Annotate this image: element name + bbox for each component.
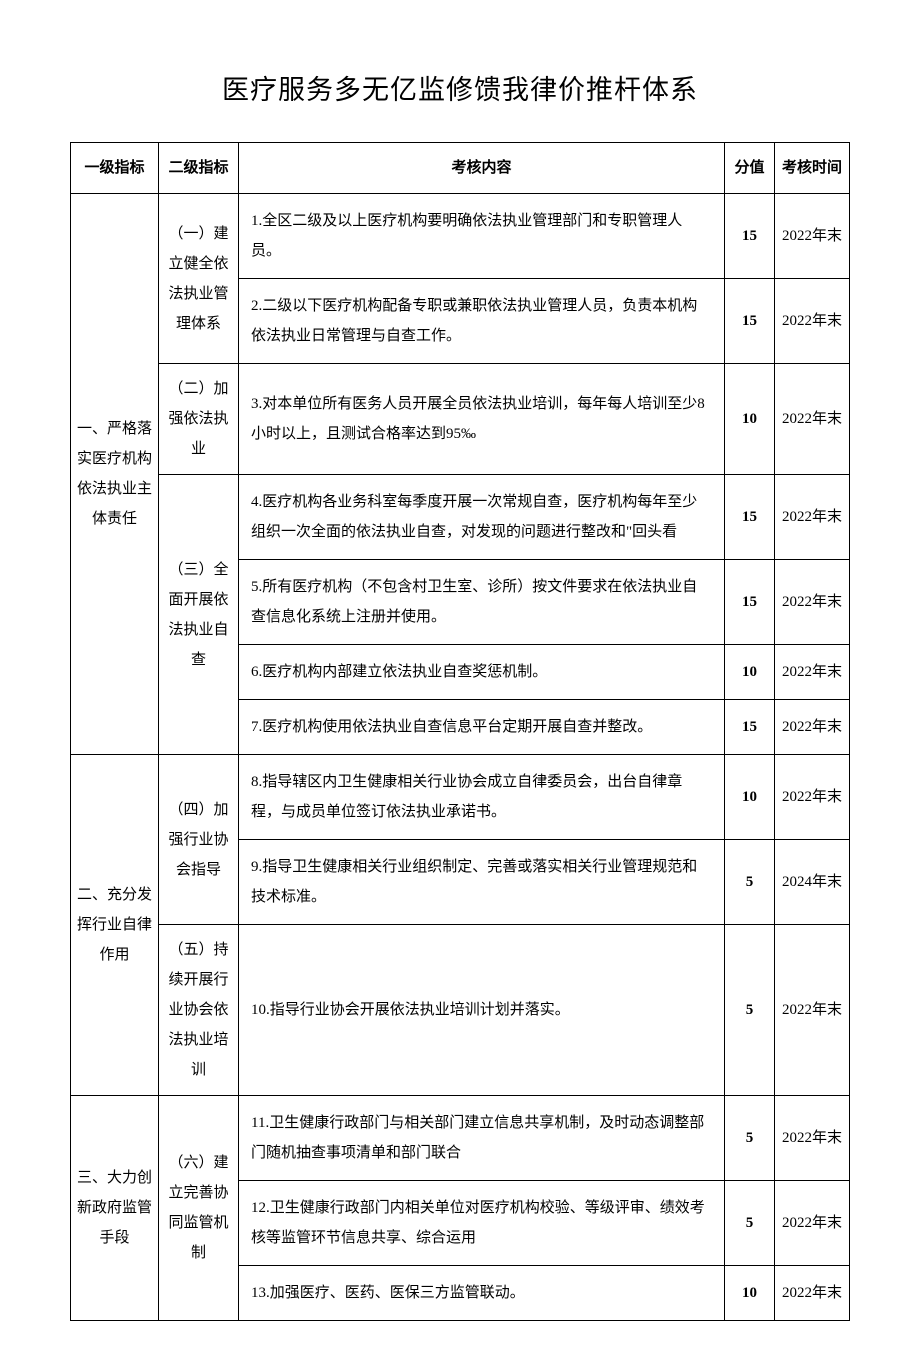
level2-cell: （六）建立完善协同监管机制 [159, 1096, 239, 1321]
score-cell: 15 [725, 194, 775, 279]
score-cell: 15 [725, 279, 775, 364]
content-cell: 5.所有医疗机构（不包含村卫生室、诊所）按文件要求在依法执业自查信息化系统上注册… [239, 560, 725, 645]
content-cell: 1.全区二级及以上医疗机构要明确依法执业管理部门和专职管理人员。 [239, 194, 725, 279]
score-cell: 5 [725, 925, 775, 1096]
score-cell: 10 [725, 364, 775, 475]
content-cell: 12.卫生健康行政部门内相关单位对医疗机构校验、等级评审、绩效考核等监管环节信息… [239, 1181, 725, 1266]
level2-cell: （五）持续开展行业协会依法执业培训 [159, 925, 239, 1096]
content-cell: 7.医疗机构使用依法执业自查信息平台定期开展自查并整改。 [239, 700, 725, 755]
level2-cell: （一）建立健全依法执业管理体系 [159, 194, 239, 364]
content-cell: 11.卫生健康行政部门与相关部门建立信息共享机制，及时动态调整部门随机抽查事项清… [239, 1096, 725, 1181]
score-cell: 15 [725, 475, 775, 560]
table-row: （二）加强依法执业3.对本单位所有医务人员开展全员依法执业培训，每年每人培训至少… [71, 364, 850, 475]
score-cell: 5 [725, 1181, 775, 1266]
document-title: 医疗服务多无亿监修馈我律价推杆体系 [70, 68, 850, 107]
score-cell: 10 [725, 755, 775, 840]
score-cell: 15 [725, 700, 775, 755]
time-cell: 2022年末 [775, 1266, 850, 1321]
header-score: 分值 [725, 143, 775, 194]
time-cell: 2022年末 [775, 279, 850, 364]
content-cell: 9.指导卫生健康相关行业组织制定、完善或落实相关行业管理规范和技术标准。 [239, 840, 725, 925]
level2-cell: （二）加强依法执业 [159, 364, 239, 475]
time-cell: 2022年末 [775, 925, 850, 1096]
score-cell: 10 [725, 1266, 775, 1321]
content-cell: 6.医疗机构内部建立依法执业自查奖惩机制。 [239, 645, 725, 700]
time-cell: 2022年末 [775, 1181, 850, 1266]
time-cell: 2022年末 [775, 1096, 850, 1181]
level2-cell: （四）加强行业协会指导 [159, 755, 239, 925]
time-cell: 2022年末 [775, 645, 850, 700]
header-level2: 二级指标 [159, 143, 239, 194]
content-cell: 3.对本单位所有医务人员开展全员依法执业培训，每年每人培训至少8小时以上，且测试… [239, 364, 725, 475]
level1-cell: 一、严格落实医疗机构依法执业主体责任 [71, 194, 159, 755]
content-cell: 8.指导辖区内卫生健康相关行业协会成立自律委员会，出台自律章程，与成员单位签订依… [239, 755, 725, 840]
score-cell: 5 [725, 840, 775, 925]
content-cell: 2.二级以下医疗机构配备专职或兼职依法执业管理人员，负责本机构依法执业日常管理与… [239, 279, 725, 364]
header-level1: 一级指标 [71, 143, 159, 194]
time-cell: 2022年末 [775, 364, 850, 475]
level1-cell: 二、充分发挥行业自律作用 [71, 755, 159, 1096]
score-cell: 5 [725, 1096, 775, 1181]
table-row: 三、大力创新政府监管手段（六）建立完善协同监管机制11.卫生健康行政部门与相关部… [71, 1096, 850, 1181]
score-cell: 15 [725, 560, 775, 645]
evaluation-table: 一级指标 二级指标 考核内容 分值 考核时间 一、严格落实医疗机构依法执业主体责… [70, 142, 850, 1321]
table-row: （五）持续开展行业协会依法执业培训10.指导行业协会开展依法执业培训计划并落实。… [71, 925, 850, 1096]
time-cell: 2022年末 [775, 560, 850, 645]
content-cell: 13.加强医疗、医药、医保三方监管联动。 [239, 1266, 725, 1321]
level2-cell: （三）全面开展依法执业自查 [159, 475, 239, 755]
content-cell: 4.医疗机构各业务科室每季度开展一次常规自查，医疗机构每年至少组织一次全面的依法… [239, 475, 725, 560]
level1-cell: 三、大力创新政府监管手段 [71, 1096, 159, 1321]
table-row: 一、严格落实医疗机构依法执业主体责任（一）建立健全依法执业管理体系1.全区二级及… [71, 194, 850, 279]
header-time: 考核时间 [775, 143, 850, 194]
time-cell: 2024年末 [775, 840, 850, 925]
header-content: 考核内容 [239, 143, 725, 194]
time-cell: 2022年末 [775, 194, 850, 279]
time-cell: 2022年末 [775, 700, 850, 755]
time-cell: 2022年末 [775, 755, 850, 840]
content-cell: 10.指导行业协会开展依法执业培训计划并落实。 [239, 925, 725, 1096]
table-header-row: 一级指标 二级指标 考核内容 分值 考核时间 [71, 143, 850, 194]
table-row: （三）全面开展依法执业自查4.医疗机构各业务科室每季度开展一次常规自查，医疗机构… [71, 475, 850, 560]
score-cell: 10 [725, 645, 775, 700]
table-row: 二、充分发挥行业自律作用（四）加强行业协会指导8.指导辖区内卫生健康相关行业协会… [71, 755, 850, 840]
time-cell: 2022年末 [775, 475, 850, 560]
